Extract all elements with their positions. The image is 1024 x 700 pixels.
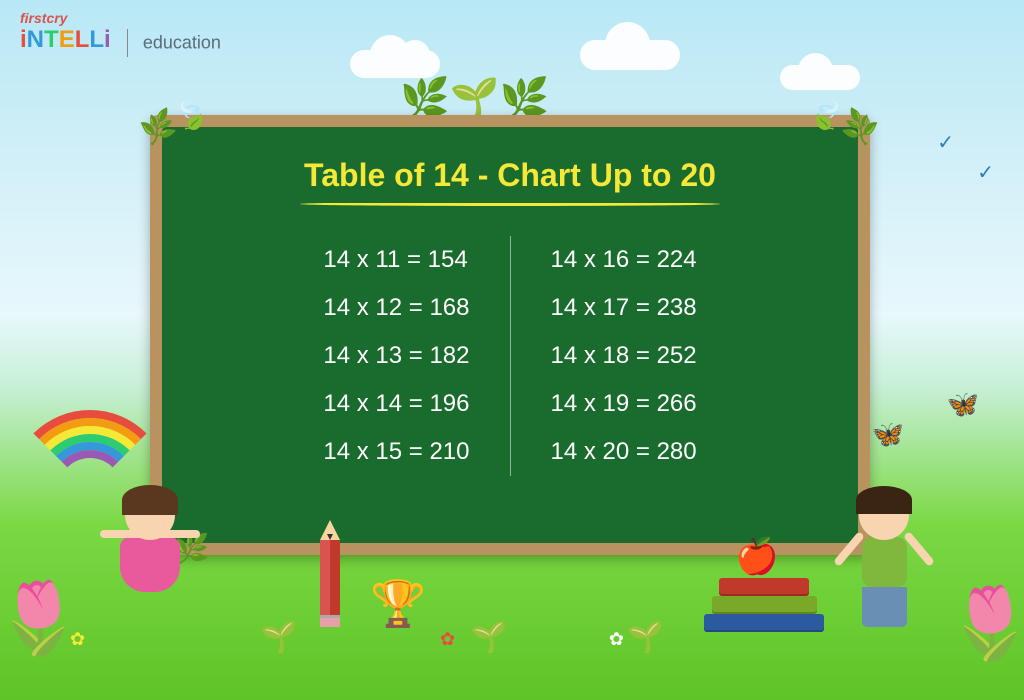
- bird-icon: ✓: [937, 130, 954, 155]
- equation-row: 14 x 12 = 168: [323, 284, 469, 332]
- equation-row: 14 x 11 = 154: [323, 236, 469, 284]
- table-right-column: 14 x 16 = 224 14 x 17 = 238 14 x 18 = 25…: [511, 236, 737, 476]
- apple-icon: 🍎: [735, 536, 779, 577]
- equation-row: 14 x 18 = 252: [551, 332, 697, 380]
- cloud-decoration: [350, 50, 440, 78]
- cloud-decoration: [780, 65, 860, 90]
- title-underline: [300, 202, 720, 206]
- brand-edu-text: education: [143, 32, 221, 52]
- grass-tuft: 🌱: [260, 620, 297, 655]
- board-title: Table of 14 - Chart Up to 20: [202, 157, 818, 194]
- butterfly-icon: 🦋: [872, 419, 904, 450]
- small-flower: ✿: [609, 629, 624, 650]
- small-flower: ✿: [70, 629, 85, 650]
- brand-main-text: iNTELLi: [20, 26, 117, 53]
- chalkboard: Table of 14 - Chart Up to 20 14 x 11 = 1…: [162, 127, 858, 543]
- equation-row: 14 x 16 = 224: [551, 236, 697, 284]
- equation-row: 14 x 20 = 280: [551, 428, 697, 476]
- brand-logo: firstcry iNTELLi education: [20, 10, 221, 57]
- butterfly-icon: 🦋: [947, 389, 979, 420]
- boy-character: [834, 490, 934, 640]
- equation-row: 14 x 17 = 238: [551, 284, 697, 332]
- book: [719, 578, 809, 596]
- equation-row: 14 x 14 = 196: [323, 380, 469, 428]
- table-left-column: 14 x 11 = 154 14 x 12 = 168 14 x 13 = 18…: [283, 236, 510, 476]
- bird-icon: ✓: [977, 160, 994, 185]
- rainbow-decoration: [10, 410, 170, 490]
- pencil-decoration: [320, 520, 340, 630]
- grass-tuft: 🌱: [627, 620, 664, 655]
- girl-character: [100, 490, 200, 640]
- multiplication-table: 14 x 11 = 154 14 x 12 = 168 14 x 13 = 18…: [202, 236, 818, 476]
- logo-divider: [127, 29, 128, 57]
- book: [712, 596, 817, 614]
- grass-tuft: 🌱: [470, 620, 507, 655]
- equation-row: 14 x 13 = 182: [323, 332, 469, 380]
- equation-row: 14 x 19 = 266: [551, 380, 697, 428]
- books-stack: [704, 578, 824, 632]
- chalkboard-frame: Table of 14 - Chart Up to 20 14 x 11 = 1…: [150, 115, 870, 555]
- flower-decoration: 🌷: [947, 583, 1024, 665]
- brand-top-text: firstcry: [20, 10, 221, 26]
- book: [704, 614, 824, 632]
- cloud-decoration: [580, 40, 680, 70]
- small-flower: ✿: [440, 629, 455, 650]
- trophy-icon: 🏆: [370, 577, 426, 630]
- equation-row: 14 x 15 = 210: [323, 428, 469, 476]
